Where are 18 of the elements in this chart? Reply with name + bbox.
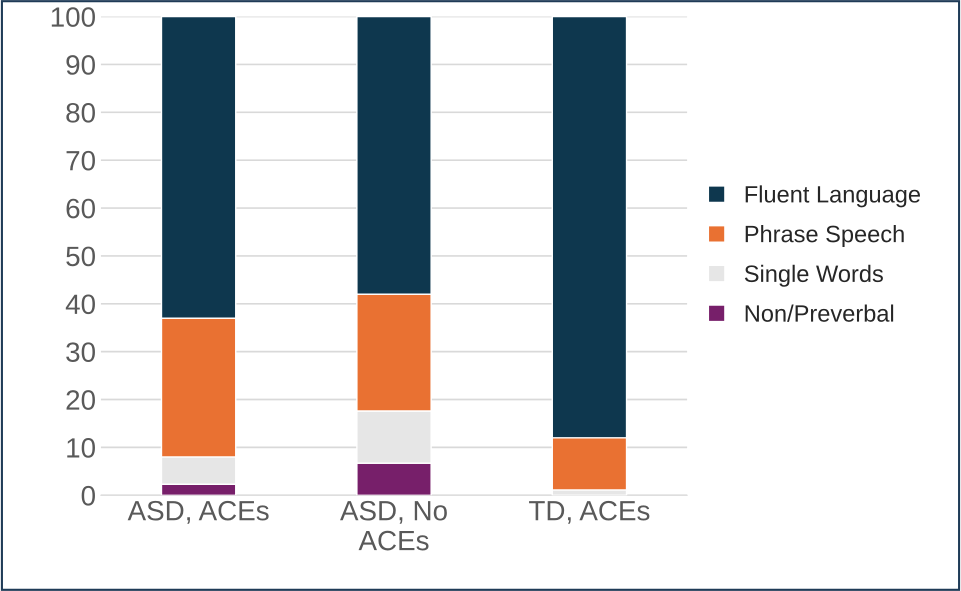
x-tick-label: ASD, No ACEs — [340, 500, 447, 550]
legend-label: Single Words — [744, 264, 883, 287]
y-tick-label: 50 — [66, 246, 95, 266]
legend-label: Fluent Language — [746, 185, 920, 208]
y-tick-label: 100 — [52, 7, 95, 27]
y-tick-label: 30 — [66, 342, 95, 362]
y-tick-label: 90 — [66, 55, 95, 75]
y-tick-label: 60 — [66, 198, 95, 218]
y-tick-label: 0 — [82, 486, 95, 506]
y-tick-label: 40 — [66, 294, 95, 314]
y-tick-label: 10 — [67, 438, 95, 458]
y-tick-label: 20 — [66, 390, 95, 410]
legend-label: Non/Preverbal — [746, 304, 894, 322]
y-tick-label: 70 — [66, 150, 95, 170]
x-tick-label: TD, ACEs — [529, 500, 650, 524]
x-tick-label: ASD, ACEs — [128, 500, 269, 524]
y-tick-label: 80 — [66, 102, 95, 123]
legend-label: Phrase Speech — [746, 225, 904, 248]
